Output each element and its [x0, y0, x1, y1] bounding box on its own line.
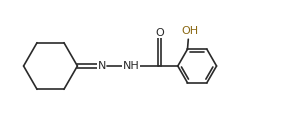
Text: OH: OH [181, 26, 199, 36]
Text: O: O [155, 28, 164, 38]
Text: N: N [97, 61, 106, 71]
Text: NH: NH [123, 61, 140, 71]
